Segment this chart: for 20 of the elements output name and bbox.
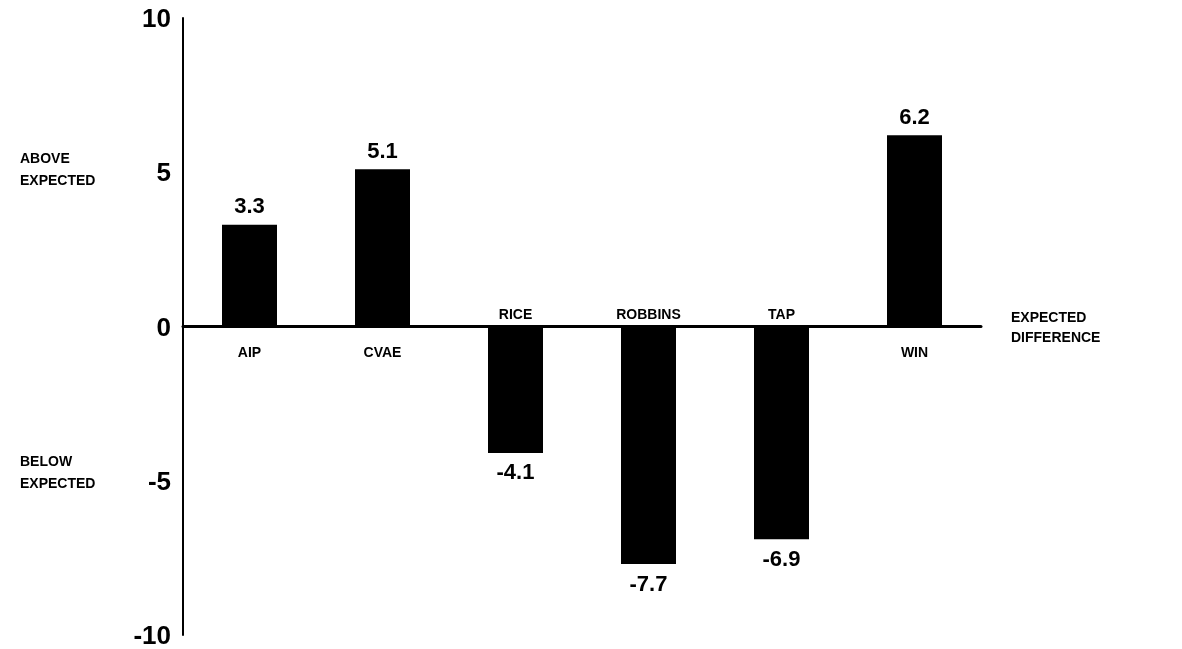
data-label: -4.1 [496,459,535,485]
y-tick-label: -10 [133,620,171,649]
y-tick-label: 10 [142,3,171,33]
y-tick-label: 0 [156,311,171,342]
text: ABOVE EXPECTED [20,150,96,189]
y-tick-label: 5 [156,157,171,188]
x-tick-label: AIP [237,343,262,360]
x-axis-title: EXPECTED DIFFERENCE [1011,308,1101,345]
data-label: -6.9 [762,545,801,571]
data-label: 5.1 [367,137,398,163]
y-tick-label: -5 [147,465,171,496]
text: BELOW EXPECTED [20,452,96,491]
data-label: -7.7 [629,570,668,596]
x-tick-label: WIN [900,343,929,360]
data-label: 6.2 [899,103,930,129]
x-tick-label: RICE [498,305,533,322]
x-tick-label: TAP [768,305,795,322]
x-tick-label: CVAE [363,343,402,360]
data-label: 3.3 [234,193,265,219]
x-tick-label: ROBBINS [616,305,681,322]
